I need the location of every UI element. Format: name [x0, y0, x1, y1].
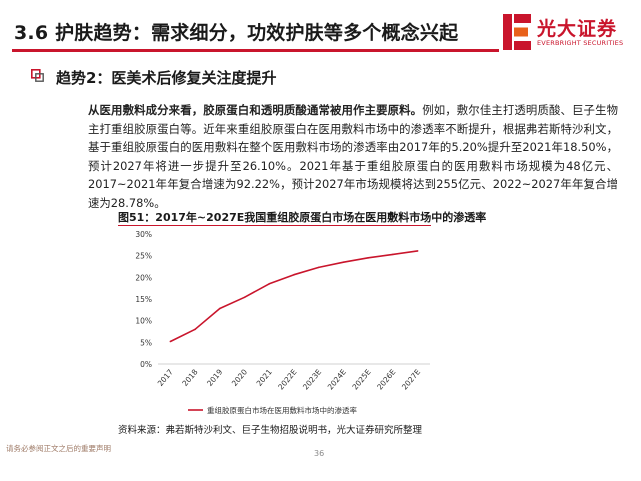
- x-tick-label: 2017: [156, 367, 175, 388]
- figure-title-underline: [118, 225, 431, 226]
- data-point: [293, 273, 295, 276]
- legend-label: 重组胶原蛋白市场在医用敷料市场中的渗透率: [207, 405, 357, 415]
- y-tick-label: 0%: [140, 360, 152, 369]
- series-group: [169, 250, 419, 343]
- page-number: 36: [314, 449, 325, 458]
- body-text: 例如，敷尔佳主打透明质酸、巨子生物主打重组胶原蛋白等。近年来重组胶原蛋白在医用敷…: [88, 103, 618, 210]
- x-tick-label: 2024E: [326, 367, 348, 391]
- data-point: [317, 266, 320, 269]
- disclaimer-note: 请务必参阅正文之后的重要声明: [6, 444, 111, 453]
- x-tick-label: 2022E: [276, 367, 298, 391]
- x-axis: 2017 2018 2019 2020 2021 2022E 2023E 2024E 2025E…: [156, 367, 423, 391]
- y-tick-label: 20%: [135, 273, 152, 282]
- data-point: [367, 257, 369, 259]
- x-tick-label: 2025E: [351, 367, 373, 391]
- figure-title: 图51：2017年~2027E我国重组胶原蛋白市场在医用敷料市场中的渗透率: [118, 211, 487, 224]
- x-tick-label: 2027E: [400, 367, 422, 391]
- x-tick-label: 2019: [205, 367, 224, 388]
- x-tick-label: 2021: [255, 367, 274, 388]
- x-tick-label: 2018: [180, 367, 199, 388]
- chart-legend: 重组胶原蛋白市场在医用敷料市场中的渗透率: [188, 405, 357, 415]
- data-point: [243, 296, 246, 299]
- title-divider: [12, 49, 499, 52]
- x-tick-label: 2023E: [301, 367, 323, 391]
- series-line: [170, 250, 418, 343]
- data-point: [219, 307, 221, 310]
- square-bullet-icon: [31, 69, 44, 82]
- data-point: [268, 283, 271, 285]
- body-paragraph: 从医用敷料成分来看，胶原蛋白和透明质酸通常被用作主要原料。例如，敷尔佳主打透明质…: [88, 101, 618, 212]
- data-point: [342, 261, 345, 263]
- y-axis: 0% 5% 10% 15% 20% 25% 30%: [135, 230, 152, 369]
- penetration-line-chart: 0% 5% 10% 15% 20% 25% 30% 2017 2018 2019 2020 2021…: [135, 230, 430, 415]
- x-tick-label: 2020: [230, 367, 249, 388]
- data-point: [194, 328, 196, 331]
- body-lead-sentence: 从医用敷料成分来看，胶原蛋白和透明质酸通常被用作主要原料。: [88, 103, 423, 117]
- y-tick-label: 30%: [135, 230, 152, 239]
- everbright-logo-icon: [503, 14, 531, 50]
- y-tick-label: 15%: [135, 295, 152, 304]
- y-tick-label: 25%: [135, 252, 152, 261]
- y-tick-label: 5%: [140, 338, 152, 347]
- x-tick-label: 2026E: [375, 367, 397, 391]
- page-title: 3.6 护肤趋势：需求细分，功效护肤等多个概念兴起: [14, 22, 459, 44]
- data-point: [392, 253, 394, 256]
- data-point: [416, 250, 419, 252]
- y-tick-label: 10%: [135, 317, 152, 326]
- figure-source: 资料来源：弗若斯特沙利文、巨子生物招股说明书，光大证券研究所整理: [118, 425, 423, 436]
- section-title: 趋势2：医美术后修复关注度提升: [56, 69, 277, 87]
- data-point: [169, 340, 172, 343]
- brand-logo: 光大证券 EVERBRIGHT SECURITIES: [503, 14, 633, 50]
- logo-chinese-name: 光大证券: [537, 18, 618, 40]
- logo-english-name: EVERBRIGHT SECURITIES: [537, 39, 624, 47]
